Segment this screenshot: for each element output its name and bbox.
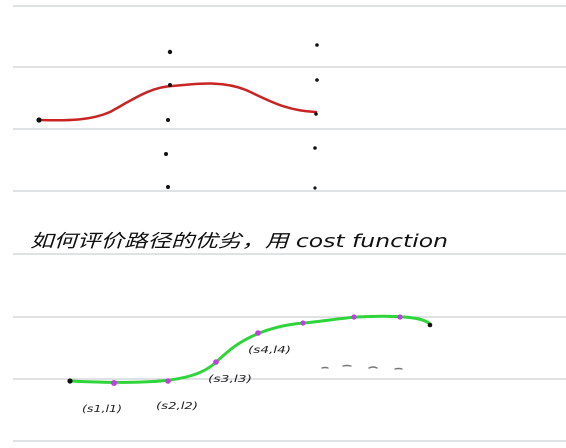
note-heading: 如何评价路径的优劣，用 cost function bbox=[30, 231, 448, 252]
sample-point bbox=[351, 314, 356, 319]
sample-dot bbox=[164, 152, 168, 156]
sample-point bbox=[255, 330, 261, 336]
continuation-dash bbox=[343, 366, 351, 367]
sample-dot bbox=[315, 78, 319, 82]
continuation-dash bbox=[395, 369, 402, 370]
point-label: (s4,l4) bbox=[248, 345, 291, 356]
red-path-curve bbox=[40, 84, 316, 121]
sample-point bbox=[300, 320, 305, 325]
continuation-dash bbox=[369, 367, 377, 368]
top-sketch bbox=[36, 43, 318, 189]
bottom-sketch: (s1,l1) (s2,l2) (s3,l3) (s4,l4) bbox=[67, 314, 432, 415]
path-start-dot bbox=[67, 378, 72, 383]
sample-column-left bbox=[164, 50, 172, 189]
sample-dot bbox=[313, 186, 316, 189]
path-start-dot bbox=[36, 117, 41, 122]
sample-column-right bbox=[313, 43, 319, 189]
sample-dot bbox=[315, 43, 319, 47]
sample-dot bbox=[166, 185, 170, 189]
point-label: (s3,l3) bbox=[208, 374, 252, 385]
point-label: (s1,l1) bbox=[82, 404, 122, 415]
path-end-dot bbox=[428, 323, 433, 328]
sample-point bbox=[397, 314, 402, 319]
sample-dot bbox=[314, 112, 318, 116]
point-label: (s2,l2) bbox=[156, 401, 198, 412]
continuation-dash bbox=[322, 368, 328, 369]
sample-point bbox=[165, 378, 171, 384]
sample-dot bbox=[313, 146, 317, 150]
continuation-dashes bbox=[322, 366, 402, 370]
ruled-lines bbox=[13, 6, 566, 441]
sample-point bbox=[111, 380, 117, 386]
sample-dot bbox=[168, 50, 172, 54]
sample-dot bbox=[168, 83, 172, 87]
sample-point bbox=[213, 359, 219, 365]
sample-dot bbox=[166, 118, 170, 122]
